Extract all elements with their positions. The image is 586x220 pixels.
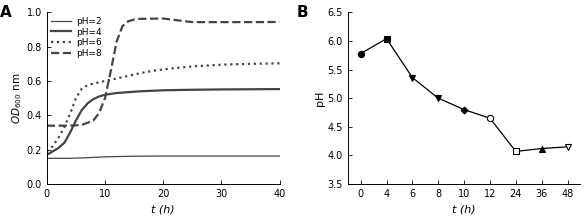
Y-axis label: $\mathit{OD}_{600}$ nm: $\mathit{OD}_{600}$ nm xyxy=(10,72,24,124)
Legend: pH=2, pH=4, pH=6, pH=8: pH=2, pH=4, pH=6, pH=8 xyxy=(50,15,103,60)
Text: A: A xyxy=(1,6,12,20)
Y-axis label: pH: pH xyxy=(315,90,325,106)
X-axis label: t (h): t (h) xyxy=(151,204,175,214)
X-axis label: t (h): t (h) xyxy=(452,204,476,214)
Text: B: B xyxy=(297,6,308,20)
